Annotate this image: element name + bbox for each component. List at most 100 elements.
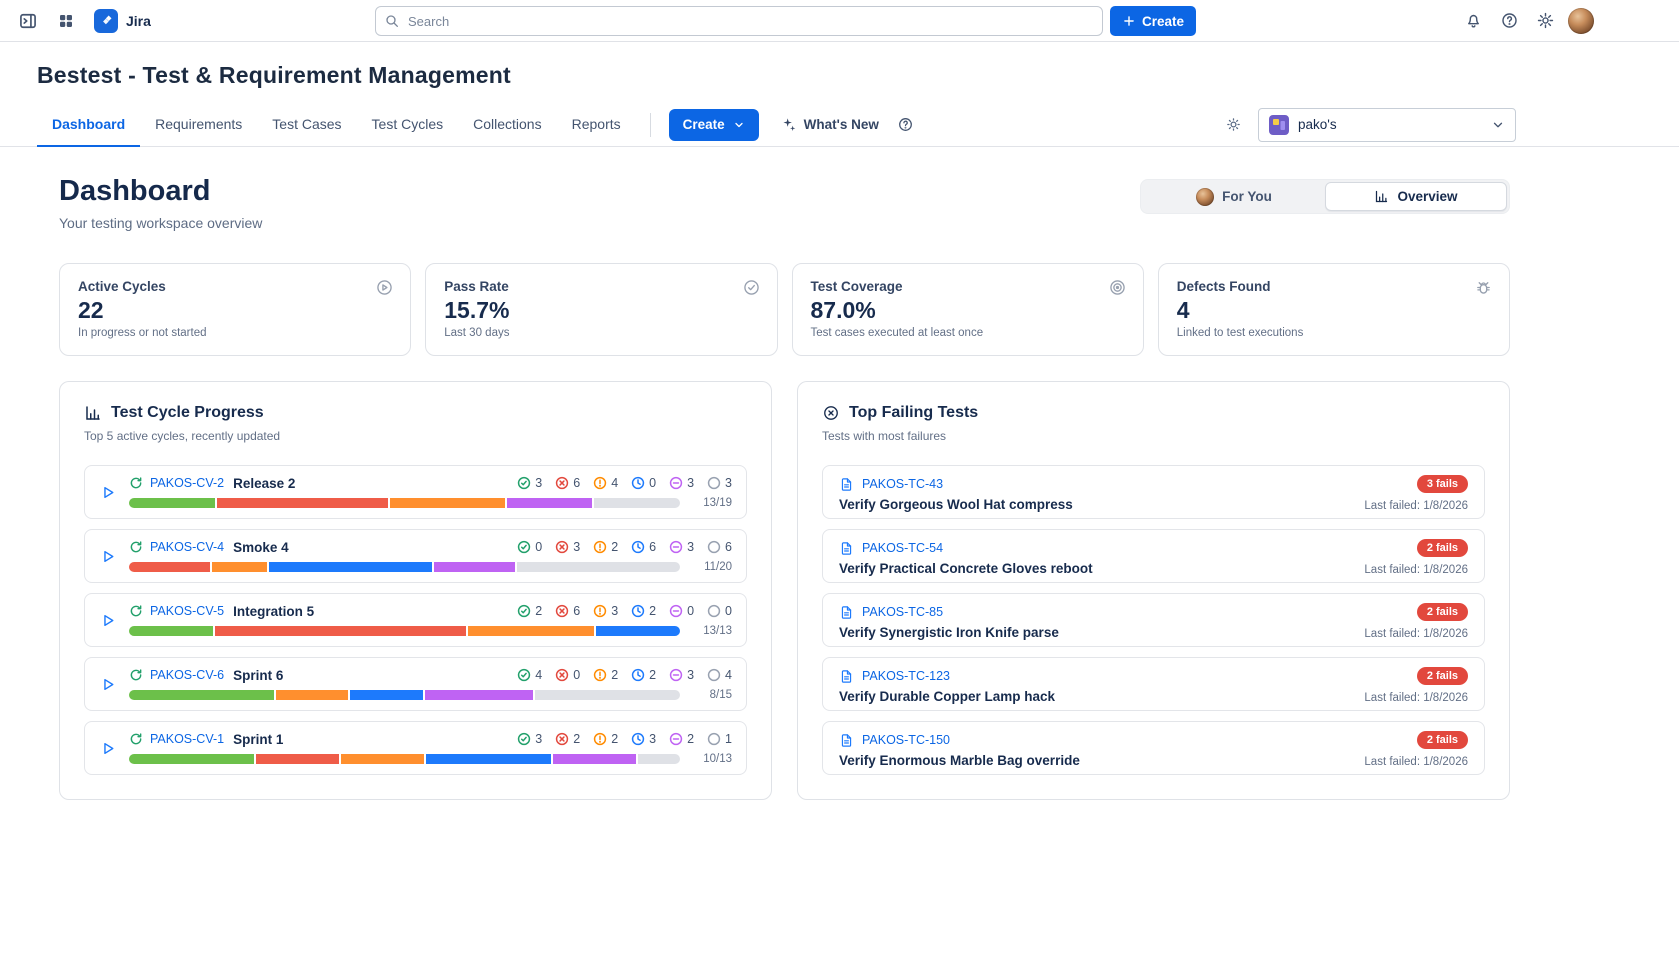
cycle-key-link[interactable]: PAKOS-CV-5: [150, 604, 225, 618]
for-you-tab[interactable]: For You: [1143, 182, 1325, 211]
passed-count: 4: [517, 668, 542, 682]
count-value: 4: [611, 476, 619, 490]
app-switcher-button[interactable]: [50, 5, 82, 37]
test-key-link[interactable]: PAKOS-TC-54: [862, 541, 944, 555]
failing-test-row[interactable]: PAKOS-TC-85 2 fails Verify Synergistic I…: [822, 593, 1485, 647]
bar-chart-icon: [84, 404, 102, 422]
blocked-count: 2: [593, 668, 618, 682]
passed-count: 0: [517, 540, 542, 554]
blocked-count: 4: [593, 476, 618, 490]
cycle-key-link[interactable]: PAKOS-CV-2: [150, 476, 225, 490]
failing-test-row[interactable]: PAKOS-TC-123 2 fails Verify Durable Copp…: [822, 657, 1485, 711]
status-counts: 0 3 2 6 3: [517, 540, 732, 554]
x-circle-icon: [555, 732, 569, 746]
target-icon: [1108, 278, 1127, 297]
in-progress-count: 2: [631, 668, 656, 682]
cycle-row[interactable]: PAKOS-CV-5 Integration 5 2 6 3: [84, 593, 747, 647]
bar-segment-blocked: [341, 753, 425, 764]
settings-button[interactable]: [1529, 5, 1561, 37]
clock-icon: [631, 732, 645, 746]
run-cycle-button[interactable]: [91, 539, 125, 573]
tab[interactable]: Requirements: [155, 116, 243, 132]
executed-fraction: 13/19: [703, 496, 732, 509]
passed-count: 2: [517, 604, 542, 618]
run-cycle-button[interactable]: [91, 603, 125, 637]
stat-card-active-cycles: Active Cycles 22 In progress or not star…: [59, 263, 412, 356]
tab[interactable]: Test Cycles: [371, 116, 444, 132]
project-select[interactable]: pako's: [1258, 107, 1516, 142]
run-cycle-button[interactable]: [91, 475, 125, 509]
test-key-link[interactable]: PAKOS-TC-85: [862, 605, 944, 619]
chevron-down-icon: [733, 119, 745, 131]
test-key-link[interactable]: PAKOS-TC-150: [862, 733, 950, 747]
count-value: 0: [573, 668, 581, 682]
run-cycle-button[interactable]: [91, 667, 125, 701]
test-key-link[interactable]: PAKOS-TC-43: [862, 477, 944, 491]
tab[interactable]: Dashboard: [37, 103, 141, 147]
jira-home-link[interactable]: Jira: [88, 8, 157, 33]
count-value: 2: [649, 604, 657, 618]
cycle-key-link[interactable]: PAKOS-CV-4: [150, 540, 225, 554]
test-key-link[interactable]: PAKOS-TC-123: [862, 669, 950, 683]
search-input[interactable]: [375, 6, 1103, 36]
count-value: 3: [725, 476, 732, 490]
cycle-row[interactable]: PAKOS-CV-1 Sprint 1 3 2 2: [84, 721, 747, 775]
cycle-row[interactable]: PAKOS-CV-4 Smoke 4 0 3 2: [84, 529, 747, 583]
blocked-count: 3: [593, 604, 618, 618]
sidebar-toggle-button[interactable]: [12, 5, 44, 37]
bar-segment-failed: [129, 561, 211, 572]
not-run-count: 4: [707, 668, 732, 682]
failing-test-row[interactable]: PAKOS-TC-150 2 fails Verify Enormous Mar…: [822, 721, 1485, 775]
x-circle-icon: [555, 476, 569, 490]
count-value: 3: [687, 668, 695, 682]
cycle-key-link[interactable]: PAKOS-CV-1: [150, 732, 225, 746]
failing-test-row[interactable]: PAKOS-TC-54 2 fails Verify Practical Con…: [822, 529, 1485, 583]
test-title: Verify Gorgeous Wool Hat compress: [839, 497, 1073, 512]
stat-card-pass-rate: Pass Rate 15.7% Last 30 days: [425, 263, 778, 356]
count-value: 0: [725, 604, 732, 618]
tab-help-button[interactable]: [897, 116, 914, 133]
whats-new-button[interactable]: What's New: [781, 117, 879, 133]
panel-subtitle: Top 5 active cycles, recently updated: [84, 429, 281, 443]
test-title: Verify Enormous Marble Bag override: [839, 753, 1080, 768]
alert-circle-icon: [593, 476, 607, 490]
failed-count: 6: [555, 604, 580, 618]
profile-button[interactable]: [1565, 5, 1597, 37]
global-create-button[interactable]: Create: [1110, 6, 1197, 36]
cycle-row[interactable]: PAKOS-CV-6 Sprint 6 4 0 2: [84, 657, 747, 711]
notifications-button[interactable]: [1457, 5, 1489, 37]
run-cycle-button[interactable]: [91, 731, 125, 765]
alert-circle-icon: [593, 732, 607, 746]
status-counts: 2 6 3 2 0: [517, 604, 732, 618]
bar-segment-not-run: [638, 753, 680, 764]
cycle-refresh-icon: [129, 604, 143, 618]
check-circle-icon: [517, 540, 531, 554]
play-icon: [100, 676, 117, 693]
bar-segment-not-run: [594, 497, 680, 508]
bar-segment-not-run: [517, 561, 680, 572]
failing-test-row[interactable]: PAKOS-TC-43 3 fails Verify Gorgeous Wool…: [822, 465, 1485, 519]
theme-toggle-button[interactable]: [1225, 116, 1242, 133]
project-create-button[interactable]: Create: [668, 108, 759, 141]
cycle-key-link[interactable]: PAKOS-CV-6: [150, 668, 225, 682]
x-circle-icon: [555, 540, 569, 554]
help-button[interactable]: [1493, 5, 1525, 37]
cycle-progress-bar: [129, 689, 680, 700]
tab[interactable]: Collections: [473, 116, 542, 132]
gear-icon: [1536, 11, 1555, 30]
cycle-row[interactable]: PAKOS-CV-2 Release 2 3 6 4: [84, 465, 747, 519]
tab[interactable]: Test Cases: [272, 116, 342, 132]
overview-tab[interactable]: Overview: [1325, 182, 1507, 211]
minus-circle-icon: [669, 668, 683, 682]
passed-count: 3: [517, 476, 542, 490]
count-value: 2: [611, 540, 619, 554]
minus-circle-icon: [669, 604, 683, 618]
tab[interactable]: Reports: [571, 116, 621, 132]
stat-value: 22: [78, 297, 104, 323]
stat-label: Pass Rate: [444, 279, 509, 294]
in-progress-count: 2: [631, 604, 656, 618]
count-value: 6: [573, 604, 581, 618]
project-create-label: Create: [682, 117, 725, 132]
jira-logo-icon: [94, 8, 118, 33]
blocked-count: 2: [593, 732, 618, 746]
